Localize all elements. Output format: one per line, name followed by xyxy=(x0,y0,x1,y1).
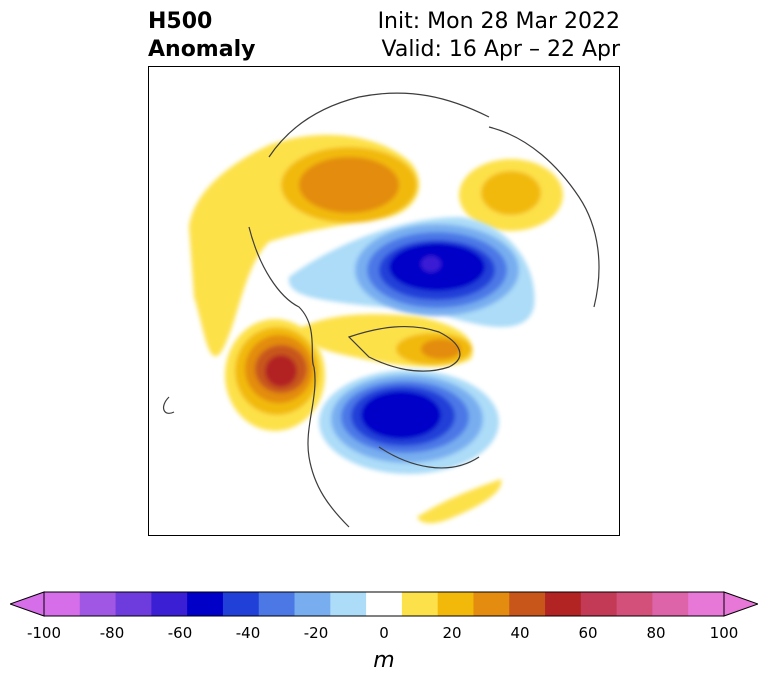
colorbar-segment xyxy=(44,592,81,616)
valid-period: Valid: 16 Apr – 22 Apr xyxy=(381,37,621,62)
colorbar-segment xyxy=(330,592,367,616)
colorbar-extend-high xyxy=(723,591,758,617)
kara-ridge xyxy=(459,159,563,231)
colorbar-tick-label: -60 xyxy=(167,624,193,642)
colorbar-segment xyxy=(115,592,152,616)
title-right: Init: Mon 28 Mar 2022 Valid: 16 Apr – 22… xyxy=(378,8,620,64)
colorbar-segment xyxy=(401,592,439,616)
caribbean-ridge xyxy=(417,479,502,524)
colorbar-segment xyxy=(652,592,689,616)
colorbar-segment xyxy=(294,592,331,616)
title-variable: Anomaly xyxy=(148,37,256,62)
colorbar-tick-label: -80 xyxy=(99,624,125,642)
colorbar-ticks: -100 -80 -60 -40 -20 0 20 40 60 80 100 xyxy=(0,624,768,644)
colorbar-tick-label: 80 xyxy=(646,624,666,642)
pacific-ridge xyxy=(225,319,325,431)
coastlines xyxy=(162,92,600,528)
colorbar-segment xyxy=(79,592,117,616)
colorbar-segment xyxy=(437,592,474,616)
colorbar-tick-label: 40 xyxy=(510,624,530,642)
colorbar-segment xyxy=(187,592,224,616)
anomaly-map xyxy=(162,92,600,528)
colorbar-segment xyxy=(616,592,653,616)
colorbar-tick-label: 100 xyxy=(709,624,739,642)
colorbar-segment xyxy=(366,592,403,616)
colorbar-segment xyxy=(545,592,582,616)
colorbar-tick-label: -20 xyxy=(303,624,329,642)
colorbar xyxy=(10,591,758,617)
colorbar-segment xyxy=(509,592,546,616)
colorbar-tick-label: 20 xyxy=(442,624,462,642)
colorbar-tick-label: 60 xyxy=(578,624,598,642)
colorbar-tick-label: -40 xyxy=(235,624,261,642)
alaska-ridge xyxy=(189,134,420,357)
colorbar-segment xyxy=(258,592,296,616)
colorbar-extend-low xyxy=(10,591,45,617)
greenland-ridge xyxy=(299,314,473,367)
title-field: H500 xyxy=(148,9,213,34)
colorbar-segment xyxy=(688,592,725,616)
arctic-trough xyxy=(288,217,535,328)
colorbar-segment xyxy=(222,592,260,616)
colorbar-tick-label: 0 xyxy=(379,624,389,642)
title-left: H500 Anomaly xyxy=(148,8,255,64)
colorbar-unit: m xyxy=(373,648,395,673)
colorbar-tick-label: -100 xyxy=(26,624,62,642)
colorbar-segment xyxy=(580,592,618,616)
init-date: Init: Mon 28 Mar 2022 xyxy=(377,9,620,34)
colorbar-segment xyxy=(151,592,188,616)
map-panel xyxy=(148,66,620,536)
colorbar-segment xyxy=(473,592,510,616)
canada-trough xyxy=(319,370,499,474)
